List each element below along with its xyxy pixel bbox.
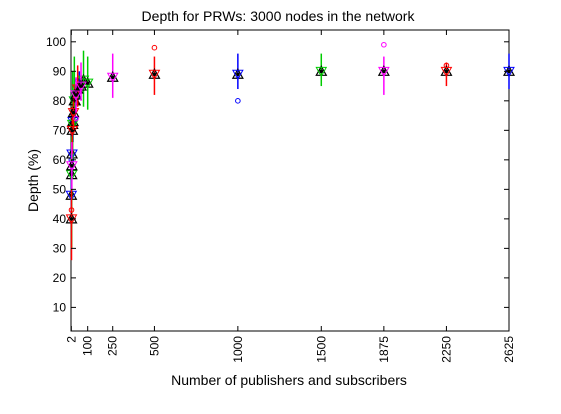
- x-tick-label: 1875: [377, 336, 391, 363]
- series-4: [65, 41, 390, 190]
- y-axis-label: Depth (%): [25, 149, 41, 212]
- x-tick-label: 1000: [231, 336, 245, 363]
- y-tick-label: 80: [53, 94, 67, 108]
- plot-area: [70, 29, 510, 332]
- y-tick-label: 40: [53, 212, 67, 226]
- outlier-point: [443, 62, 450, 69]
- mean-dot: [79, 84, 83, 88]
- mean-dot: [70, 163, 74, 168]
- mean-dot: [71, 110, 76, 115]
- median-marker: [75, 81, 87, 93]
- median-marker: [315, 66, 328, 78]
- outlier-point: [68, 207, 75, 213]
- mean-dot: [110, 75, 115, 80]
- chart-title: Depth for PRWs: 3000 nodes in the networ…: [142, 8, 416, 24]
- mean-dot: [382, 69, 386, 74]
- y-tick-label: 20: [53, 271, 67, 285]
- mean-dot: [319, 69, 324, 74]
- median-marker: [70, 90, 82, 101]
- y-tick-label: 90: [53, 64, 67, 78]
- outlier-point: [151, 44, 158, 51]
- outlier-point: [235, 98, 241, 104]
- x-tick-label: 100: [81, 336, 95, 356]
- y-tick-label: 100: [46, 35, 66, 49]
- y-tick-label: 30: [53, 241, 67, 255]
- outlier-point: [73, 115, 79, 122]
- median-marker: [106, 72, 119, 84]
- median-marker: [232, 69, 244, 81]
- x-tick-label: 1500: [314, 336, 328, 363]
- x-tick-label: 250: [106, 336, 120, 356]
- y-tick-label: 10: [53, 300, 67, 314]
- x-tick-label: 2: [64, 336, 78, 343]
- y-tick-label: 60: [53, 153, 67, 167]
- mean-dot: [236, 72, 240, 77]
- median-marker: [67, 108, 80, 119]
- plot-frame: [70, 29, 510, 332]
- mean-dot: [74, 93, 78, 97]
- y-tick-label: 50: [53, 182, 67, 196]
- mean-dot: [444, 69, 449, 74]
- median-marker: [378, 66, 390, 78]
- mean-dot: [85, 81, 90, 85]
- outlier-point: [381, 41, 387, 48]
- mean-dot: [152, 72, 157, 77]
- x-tick-label: 2250: [439, 336, 453, 363]
- median-marker: [148, 69, 161, 81]
- y-tick-label: 70: [53, 123, 67, 137]
- x-tick-label: 500: [147, 336, 161, 356]
- median-marker: [65, 161, 78, 172]
- x-tick-label: 2625: [502, 336, 516, 363]
- x-axis-label: Number of publishers and subscribers: [171, 372, 407, 388]
